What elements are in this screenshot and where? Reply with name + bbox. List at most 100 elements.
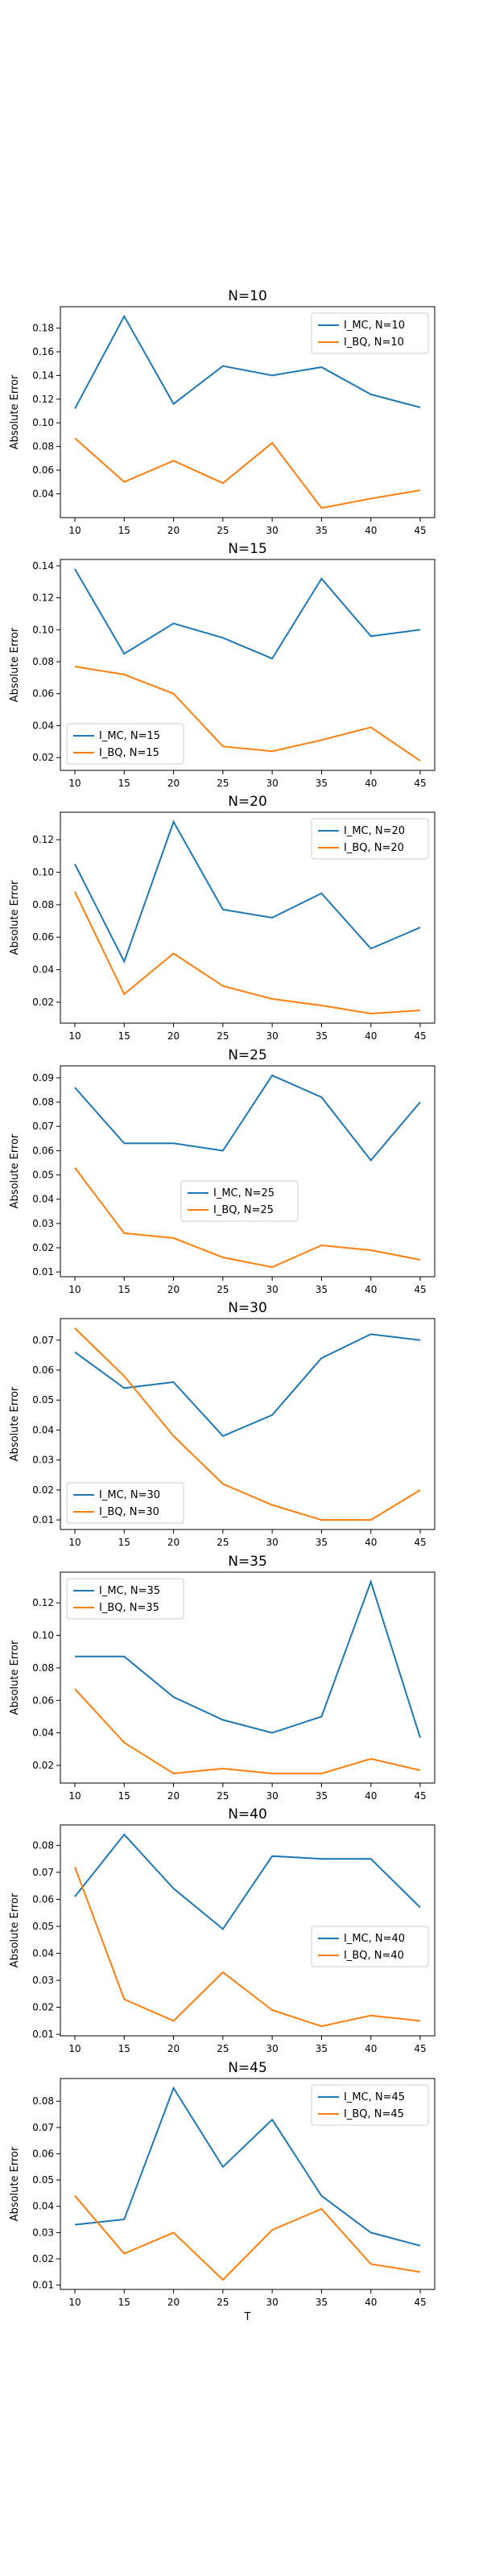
series-line-2 — [74, 1166, 421, 1269]
x-tick-label: 15 — [118, 1030, 130, 1042]
legend-entry: I_MC, N=40 — [344, 1933, 405, 1945]
y-tick-label: 0.04 — [32, 2201, 54, 2212]
x-axis-label: T — [244, 2311, 251, 2323]
x-tick-label: 25 — [217, 1790, 229, 1802]
y-tick-label: 0.05 — [32, 1170, 54, 1181]
x-tick-label: 25 — [217, 2043, 229, 2054]
legend: I_MC, N=25 I_BQ, N=25 — [180, 1180, 299, 1222]
x-tick-label: 20 — [167, 1537, 180, 1548]
axes-frame — [60, 1824, 436, 2037]
legend-entry: I_MC, N=25 — [213, 1187, 275, 1199]
y-tick-label: 0.12 — [32, 834, 54, 845]
axes-frame — [60, 1065, 436, 1278]
y-tick-label: 0.02 — [32, 997, 54, 1008]
x-tick-label: 40 — [365, 1030, 377, 1042]
legend-entry: I_BQ, N=25 — [213, 1204, 274, 1216]
legend: I_MC, N=20 I_BQ, N=20 — [311, 818, 429, 860]
series-line-1 — [74, 1074, 421, 1162]
x-tick-label: 30 — [266, 778, 279, 789]
x-tick-label: 15 — [118, 1790, 130, 1802]
y-tick-label: 0.07 — [32, 1867, 54, 1878]
x-tick-label: 30 — [266, 2297, 279, 2308]
chart-panel-2: N=15 0.02 0.04 0.06 0.08 0.10 0.12 0.14 10 15 20 25… — [9, 541, 436, 789]
legend-entry: I_BQ, N=30 — [99, 1506, 159, 1518]
legend-entry: I_MC, N=30 — [99, 1489, 160, 1501]
chart-title: N=45 — [228, 2060, 267, 2076]
legend-box — [66, 1578, 184, 1620]
chart-panel-5: N=30 0.01 0.02 0.03 0.04 0.05 0.06 0.07 10 15 20 25… — [9, 1300, 436, 1548]
legend-entry: I_MC, N=45 — [344, 2091, 405, 2103]
series-line-2 — [74, 1688, 421, 1775]
y-tick-label: 0.02 — [32, 2253, 54, 2264]
x-tick-label: 25 — [217, 2297, 229, 2308]
y-tick-label: 0.06 — [32, 1364, 54, 1376]
x-tick-label: 45 — [414, 778, 426, 789]
x-tick-label: 35 — [316, 1790, 328, 1802]
x-tick-label: 40 — [365, 2297, 377, 2308]
chart-panel-8: N=45 0.01 0.02 0.03 0.04 0.05 0.06 0.07 0.08 10 15… — [9, 2060, 436, 2323]
chart-title: N=20 — [228, 794, 267, 810]
legend-entry: I_BQ, N=45 — [344, 2108, 404, 2120]
series-line-1 — [74, 314, 421, 410]
chart-panel-4: N=25 0.01 0.02 0.03 0.04 0.05 0.06 0.07 0.08 0.09… — [9, 1047, 436, 1295]
x-tick-label: 20 — [167, 778, 180, 789]
series-line-1 — [74, 819, 421, 964]
x-tick-label: 10 — [68, 778, 80, 789]
y-tick-label: 0.08 — [32, 1839, 54, 1851]
x-tick-label: 35 — [316, 2043, 328, 2054]
x-tick-label: 30 — [266, 525, 279, 536]
legend-entry: I_BQ, N=10 — [344, 336, 404, 349]
y-axis-label: Absolute Error — [9, 374, 21, 449]
y-axis-label: Absolute Error — [9, 880, 21, 955]
chart-title: N=25 — [228, 1047, 267, 1063]
chart-title: N=30 — [228, 1300, 267, 1316]
x-tick-label: 10 — [68, 525, 80, 536]
y-axis-label: Absolute Error — [9, 627, 21, 702]
x-tick-label: 20 — [167, 2043, 180, 2054]
x-tick-label: 40 — [365, 1790, 377, 1802]
x-tick-label: 35 — [316, 2297, 328, 2308]
series-line-1 — [74, 2086, 421, 2247]
x-tick-label: 45 — [414, 2297, 426, 2308]
y-axis-label: Absolute Error — [9, 1386, 21, 1461]
x-tick-label: 30 — [266, 1284, 279, 1295]
y-tick-label: 0.06 — [32, 464, 54, 476]
y-tick-label: 0.10 — [32, 866, 54, 877]
series-line-1 — [74, 1833, 421, 1930]
legend: I_MC, N=40 I_BQ, N=40 — [311, 1926, 429, 1967]
series-line-2 — [74, 1327, 421, 1521]
legend-entry: I_BQ, N=40 — [344, 1950, 404, 1962]
axes-frame — [60, 306, 436, 518]
y-tick-label: 0.08 — [32, 899, 54, 910]
y-tick-label: 0.01 — [32, 2280, 54, 2291]
y-tick-label: 0.10 — [32, 417, 54, 428]
x-tick-label: 45 — [414, 525, 426, 536]
y-tick-label: 0.08 — [32, 1662, 54, 1674]
series-line-2 — [74, 891, 421, 1015]
legend-box — [180, 1180, 299, 1222]
y-axis-label: Absolute Error — [9, 1640, 21, 1715]
x-tick-label: 45 — [414, 1284, 426, 1295]
x-tick-label: 25 — [217, 778, 229, 789]
y-tick-label: 0.06 — [32, 1695, 54, 1706]
y-tick-label: 0.04 — [32, 1948, 54, 1959]
y-tick-label: 0.03 — [32, 1218, 54, 1229]
y-tick-label: 0.05 — [32, 1394, 54, 1406]
series-line-1 — [75, 1579, 421, 1739]
y-tick-label: 0.05 — [32, 2174, 54, 2186]
x-tick-label: 45 — [414, 1790, 426, 1802]
y-tick-label: 0.04 — [32, 1194, 54, 1205]
legend-entry: I_BQ, N=15 — [99, 747, 159, 759]
y-tick-label: 0.04 — [32, 1728, 54, 1739]
x-tick-label: 30 — [266, 1537, 279, 1548]
y-tick-label: 0.08 — [32, 441, 54, 452]
x-tick-label: 15 — [118, 778, 130, 789]
y-tick-label: 0.05 — [32, 1921, 54, 1932]
y-tick-label: 0.08 — [32, 1096, 54, 1108]
x-tick-label: 35 — [316, 1537, 328, 1548]
chart-panel-7: N=40 0.01 0.02 0.03 0.04 0.05 0.06 0.07 0.08 10 15… — [9, 1806, 436, 2054]
y-tick-label: 0.06 — [32, 688, 54, 700]
y-tick-label: 0.02 — [32, 2002, 54, 2013]
x-tick-label: 10 — [68, 1030, 80, 1042]
x-tick-label: 35 — [316, 1284, 328, 1295]
